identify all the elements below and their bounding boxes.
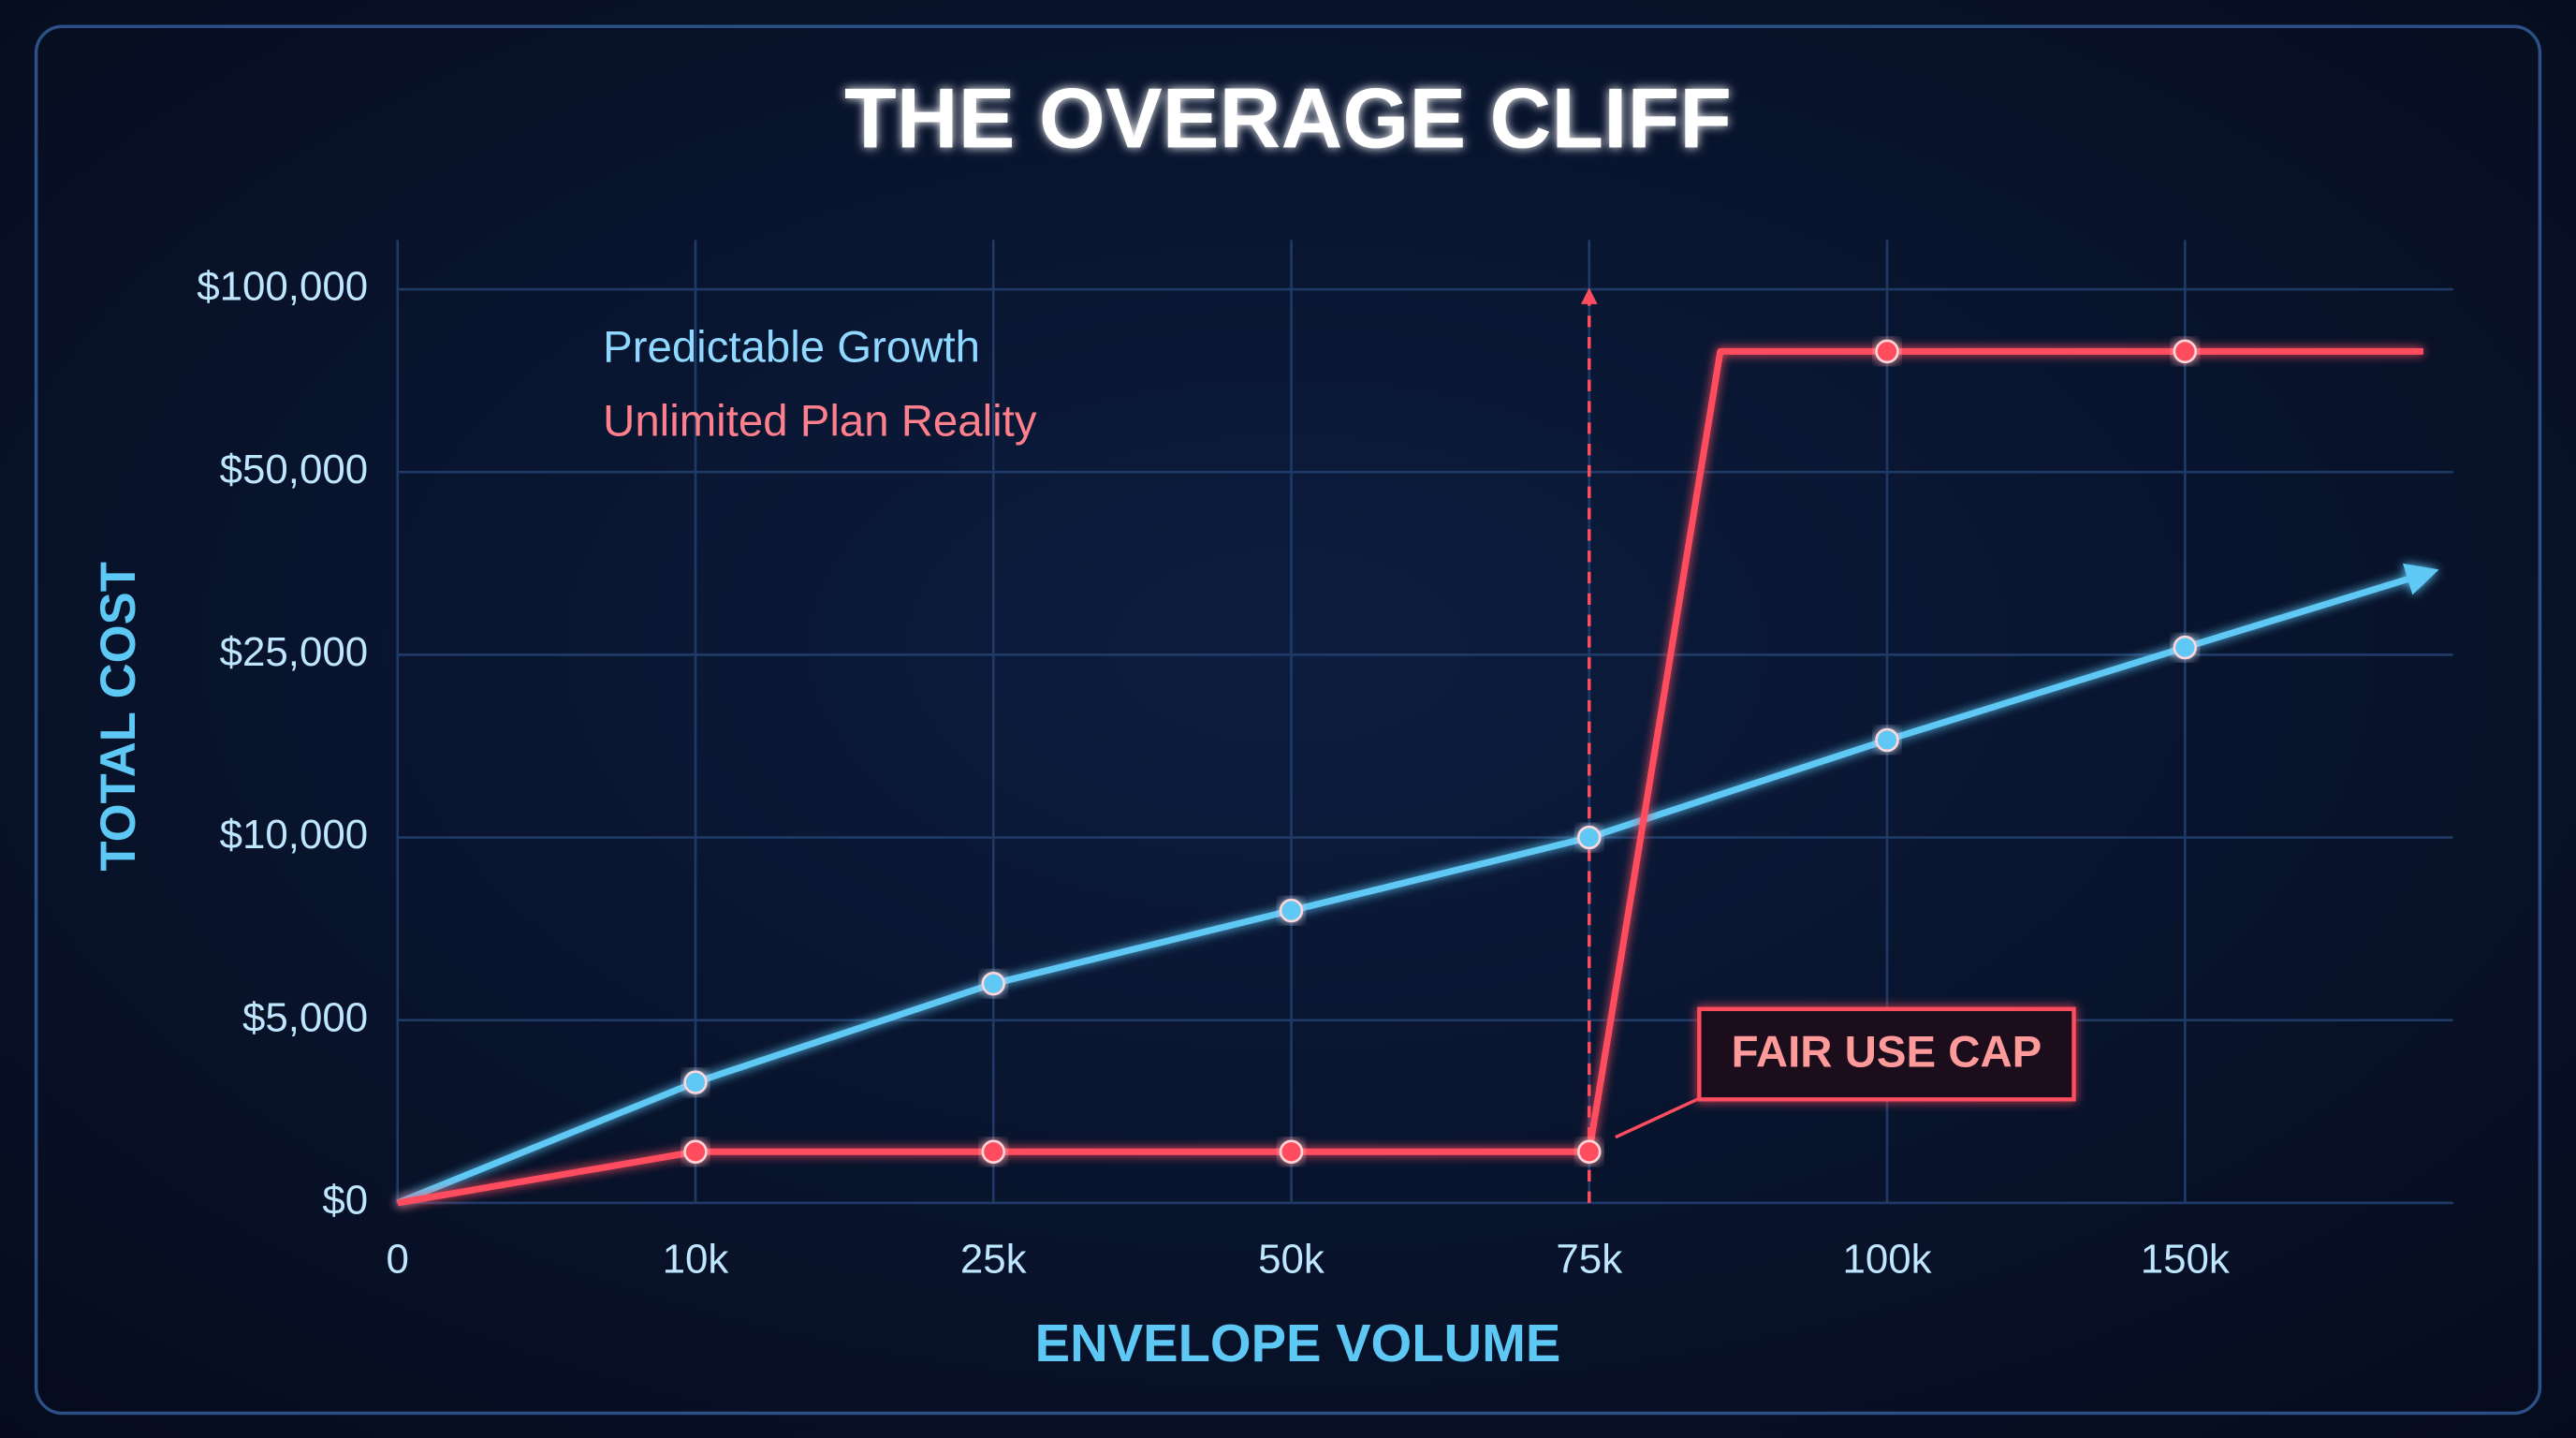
series-line — [396, 563, 2439, 1207]
data-point — [683, 1070, 708, 1094]
callout-text: FAIR USE CAP — [1732, 1027, 2042, 1077]
x-tick-label: 75k — [1556, 1237, 1622, 1283]
callout-box — [1697, 1006, 2076, 1102]
y-tick-label: $0 — [322, 1177, 368, 1223]
data-point — [981, 971, 1005, 996]
x-tick-label: 100k — [1842, 1237, 1931, 1283]
x-tick-label: 50k — [1258, 1237, 1325, 1283]
y-tick-label: $50,000 — [220, 447, 369, 492]
x-tick-label: 150k — [2141, 1237, 2230, 1283]
y-tick-label: $10,000 — [220, 812, 369, 858]
x-tick-label: 25k — [960, 1237, 1027, 1283]
data-point — [1875, 339, 1899, 364]
data-point — [2173, 635, 2198, 660]
x-axis-title: ENVELOPE VOLUME — [1035, 1313, 1561, 1372]
data-point — [1875, 727, 1899, 753]
data-point — [1279, 898, 1304, 923]
y-tick-label: $25,000 — [220, 629, 369, 675]
data-point — [683, 1139, 708, 1164]
plot: 0 10k 25k 50k 75k 100k 150k $0 $5,000 $10,000 $25,… — [197, 195, 2466, 1283]
chart-title: THE OVERAGE CLIFF — [844, 71, 1732, 167]
data-point — [981, 1139, 1005, 1164]
y-tick-label: $5,000 — [242, 994, 368, 1040]
x-tick-label: 0 — [387, 1237, 409, 1283]
panel-border — [34, 24, 2542, 1416]
x-tick-label: 10k — [663, 1237, 729, 1283]
data-point — [2173, 339, 2198, 364]
legend-label: Unlimited Plan Reality — [603, 396, 1037, 446]
y-tick-label: $100,000 — [197, 264, 368, 310]
legend-label: Predictable Growth — [603, 322, 980, 372]
data-point — [1577, 1139, 1602, 1164]
y-axis-title: TOTAL COST — [91, 562, 146, 871]
data-point — [1279, 1139, 1304, 1164]
data-point — [1577, 825, 1602, 850]
grid — [396, 240, 2453, 1205]
